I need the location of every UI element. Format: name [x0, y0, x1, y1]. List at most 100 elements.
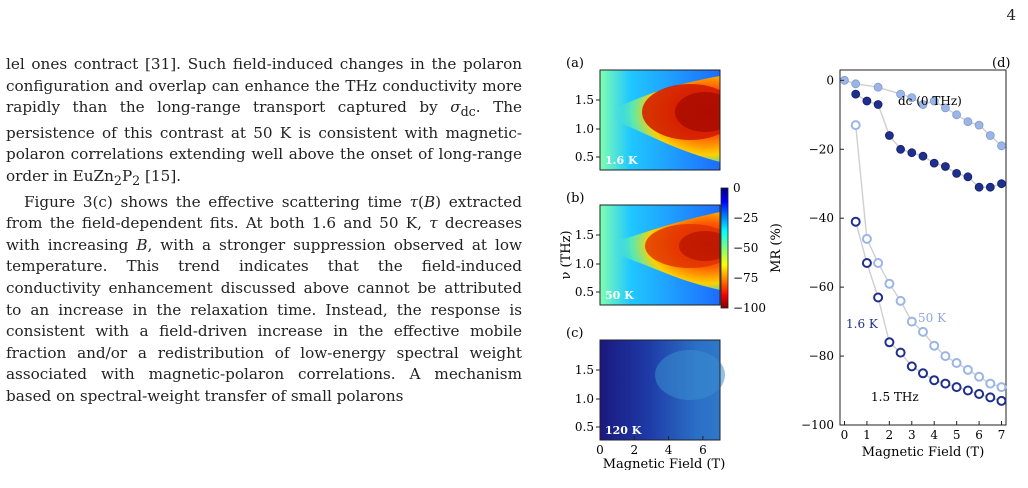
panel-label-d: (d) — [992, 56, 1010, 71]
heatmap-a-temp: 1.6 K — [605, 154, 638, 167]
mr-ytick: −80 — [809, 349, 834, 363]
mr-xtick: 4 — [930, 428, 938, 442]
fit-curve-2 — [855, 125, 1002, 388]
data-point — [896, 89, 906, 99]
data-point — [962, 364, 973, 375]
data-point — [873, 292, 884, 303]
heatmap-b-temp: 50 K — [605, 289, 634, 302]
data-point — [962, 385, 973, 396]
data-point — [850, 120, 861, 131]
ytick-b-1: 1.5 — [575, 228, 594, 242]
colorbar: 0 −25 −50 −75 −100 — [720, 181, 766, 315]
data-point — [896, 144, 906, 154]
body-text: lel ones contract [31]. Such field-induc… — [6, 54, 522, 408]
data-point — [895, 295, 906, 306]
mr-data-points — [840, 75, 1007, 406]
xtick-2: 2 — [630, 443, 638, 457]
mr-ytick: −20 — [809, 142, 834, 156]
data-point — [873, 258, 884, 268]
heatmap-c-temp: 120 K — [605, 424, 642, 437]
data-point — [974, 389, 985, 399]
data-point — [940, 103, 950, 113]
mr-ytick: −60 — [809, 280, 834, 294]
mr-xtick: 0 — [841, 428, 849, 442]
data-point — [907, 148, 917, 158]
data-point — [884, 131, 894, 140]
mr-ytick: 0 — [826, 73, 834, 87]
annotation-50k: 50 K — [918, 311, 947, 325]
data-point — [997, 179, 1006, 189]
data-point — [940, 162, 950, 171]
ytick-a-2: 1.0 — [575, 122, 594, 136]
annotation-dc: dc (0 THz) — [898, 94, 962, 108]
panel-label-b: (b) — [566, 191, 584, 206]
colorbar-tick-25: −25 — [733, 211, 758, 225]
mr-ytick: −100 — [801, 418, 834, 432]
data-point — [850, 216, 861, 227]
fit-curve-0 — [844, 79, 1002, 147]
data-point — [996, 382, 1007, 393]
data-point — [895, 347, 906, 358]
data-point — [940, 378, 951, 389]
data-point — [929, 96, 939, 106]
ytick-a-3: 0.5 — [575, 150, 594, 164]
data-point — [940, 351, 951, 362]
data-point — [985, 182, 995, 192]
ytick-b-2: 1.0 — [575, 257, 594, 271]
annotation-1-5thz: 1.5 THz — [871, 390, 919, 404]
heatmap-y-ticks: 1.5 1.0 0.5 1.5 1.0 0.5 1.5 1.0 0.5 — [575, 93, 594, 434]
data-point — [861, 258, 872, 268]
data-point — [974, 120, 984, 130]
annotation-1-6k: 1.6 K — [846, 317, 879, 331]
data-point — [851, 89, 861, 99]
data-point — [907, 93, 917, 102]
data-point — [862, 96, 872, 106]
data-point — [918, 326, 928, 337]
data-point — [906, 361, 917, 372]
panel-label-c: (c) — [566, 326, 583, 341]
mr-xtick: 5 — [953, 428, 961, 442]
data-point — [873, 100, 883, 109]
data-point — [996, 395, 1007, 406]
mr-xtick: 7 — [998, 428, 1006, 442]
data-point — [985, 392, 996, 403]
mr-xtick: 3 — [908, 428, 916, 442]
heatmap-x-ticks: 0 2 4 6 — [596, 443, 707, 457]
colorbar-tick-100: −100 — [733, 301, 766, 315]
ytick-c-2: 1.0 — [575, 392, 594, 406]
data-point — [985, 378, 996, 389]
data-point — [974, 182, 984, 192]
ytick-b-3: 0.5 — [575, 285, 594, 299]
heatmap-xlabel: Magnetic Field (T) — [603, 457, 726, 470]
data-point — [929, 158, 939, 168]
data-point — [952, 169, 962, 178]
data-point — [906, 316, 917, 327]
data-point — [985, 131, 995, 140]
heatmap-b — [600, 205, 720, 305]
data-point — [951, 382, 962, 393]
colorbar-tick-75: −75 — [733, 271, 758, 285]
ytick-a-1: 1.5 — [575, 93, 594, 107]
data-point — [929, 375, 940, 386]
mr-y-ticks: 0 −20 −40 −60 −80 −100 — [801, 73, 844, 432]
data-point — [851, 79, 861, 89]
data-point — [884, 278, 895, 289]
xtick-6: 6 — [699, 443, 707, 457]
heatmap-a — [600, 70, 720, 170]
mr-xlabel: Magnetic Field (T) — [862, 445, 985, 460]
data-point — [918, 151, 928, 161]
data-point — [952, 110, 962, 120]
page-number: 4 — [1006, 6, 1016, 24]
data-point — [951, 358, 962, 368]
data-point — [873, 82, 883, 92]
data-point — [929, 340, 940, 351]
data-point — [963, 172, 973, 182]
data-point — [974, 371, 985, 382]
paragraph-2: Figure 3(c) shows the effective scatteri… — [6, 192, 523, 405]
xtick-0: 0 — [596, 443, 604, 457]
mr-xtick: 2 — [886, 428, 894, 442]
figure-3: (a) (b) (c) (d) 1.6 K 50 K 120 K 1.5 1.0… — [540, 50, 1020, 474]
colorbar-tick-50: −50 — [733, 241, 758, 255]
